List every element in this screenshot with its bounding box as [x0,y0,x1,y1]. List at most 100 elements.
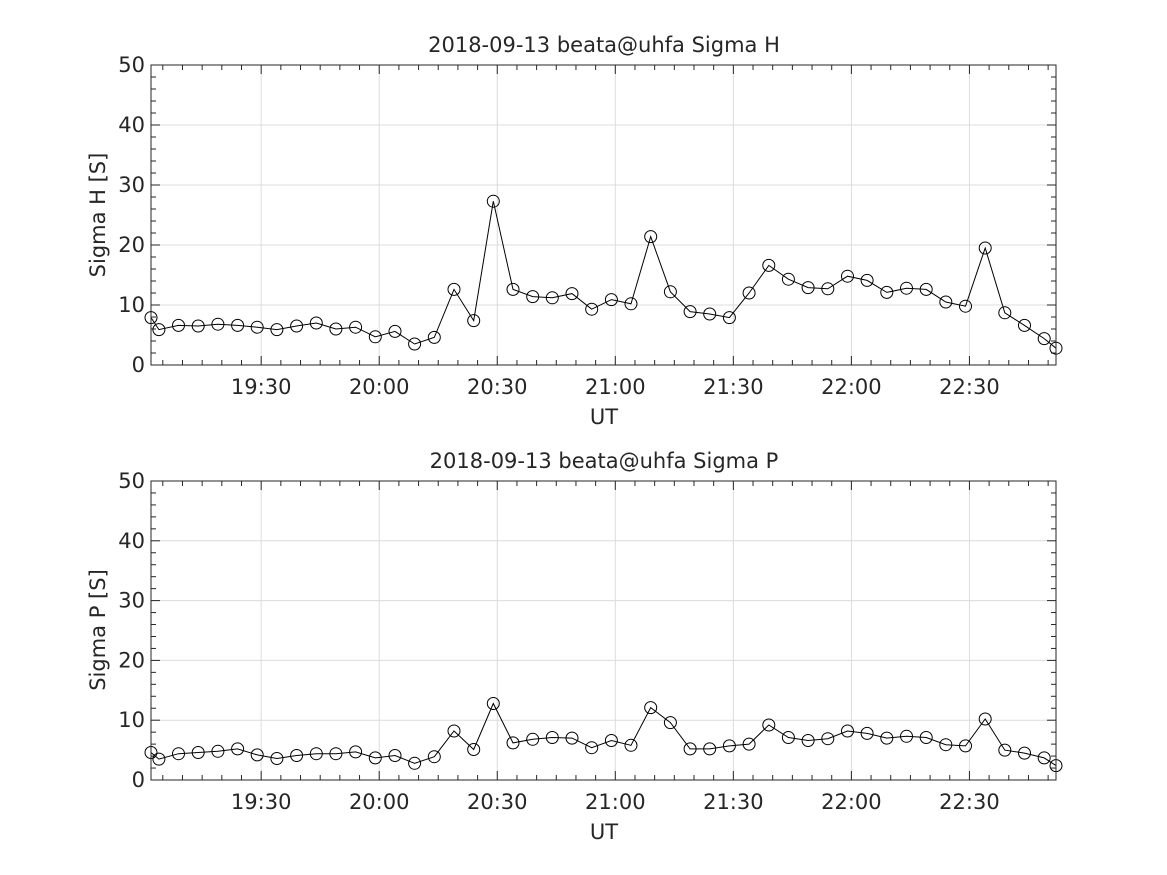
data-point [349,320,363,334]
x-tick-label: 20:30 [467,790,528,814]
data-point [841,724,854,738]
y-tick-label: 40 [118,113,145,137]
data-point [545,291,559,305]
data-point [683,742,697,756]
series-line [150,201,1057,349]
data-point [663,716,677,730]
data-point [644,701,658,715]
x-tick-label: 22:30 [939,790,1000,814]
data-point [329,322,343,336]
data-point [526,732,540,746]
major-ticks [151,480,1056,781]
y-tick-label: 30 [118,589,145,613]
axes-frame [150,64,1057,366]
data-point [309,747,323,761]
data-point [821,282,835,296]
data-point [703,742,717,756]
data-point [860,726,874,740]
data-point [1037,332,1051,346]
data-point [191,319,205,333]
y-tick-label: 50 [118,53,145,77]
y-tick-label: 40 [118,529,145,553]
x-tick-labels: 19:30 20:00 20:30 21:00 21:30 22:00 22:30 [231,790,1000,814]
data-point [821,732,835,746]
data-point [624,738,638,752]
data-point [447,724,461,738]
data-point [349,745,363,759]
data-point [329,747,343,761]
y-tick-label: 50 [118,469,145,493]
x-tick-label: 20:00 [349,375,410,399]
x-tick-label: 22:30 [939,375,1000,399]
x-tick-label: 21:30 [703,790,764,814]
data-point [978,241,992,255]
sigma-h-chart: 2018-09-13 beata@uhfa Sigma H UT Sigma H… [86,33,1063,429]
data-point [841,269,854,283]
data-point [231,318,245,332]
data-point [919,282,933,296]
data-point [722,311,736,325]
data-point [900,729,913,743]
data-point [565,287,579,301]
data-point [742,737,756,751]
data-point [1018,746,1031,760]
y-tick-labels: 0 10 20 30 40 50 [118,469,145,792]
chart-title: 2018-09-13 beata@uhfa Sigma H [428,33,780,57]
data-point [408,756,422,770]
data-point [919,731,933,744]
data-point [624,297,638,311]
data-point [231,742,245,756]
grid [151,65,1056,365]
chart-title: 2018-09-13 beata@uhfa Sigma P [430,449,779,473]
x-tick-label: 21:00 [585,790,646,814]
x-tick-label: 21:30 [703,375,764,399]
data-point [152,323,166,337]
y-axis-label: Sigma H [S] [86,153,110,278]
data-point [270,752,284,765]
data-point [1037,751,1051,765]
series [144,697,1063,773]
x-tick-label: 20:30 [467,375,528,399]
data-point [250,320,264,334]
data-point [722,739,736,753]
data-point [683,305,697,319]
data-point [191,746,205,759]
sigma-p-chart: 2018-09-13 beata@uhfa Sigma P UT Sigma P… [86,449,1063,844]
data-point [250,748,264,762]
data-point [388,324,402,338]
series-line [150,702,1057,767]
data-point [762,718,776,732]
x-tick-labels: 19:30 20:00 20:30 21:00 21:30 22:00 22:30 [231,375,1000,399]
y-tick-label: 0 [132,768,145,792]
data-point [211,744,225,758]
data-point [427,750,441,764]
data-point [427,330,441,344]
data-point [604,734,618,747]
x-tick-label: 19:30 [231,790,292,814]
data-point [959,299,972,313]
x-axis-label: UT [590,405,618,429]
data-point [762,258,776,272]
data-point [801,734,815,747]
data-point [486,697,500,710]
x-tick-label: 19:30 [231,375,292,399]
data-point [939,738,953,752]
data-point [644,230,658,244]
axes-frame [150,480,1057,781]
x-tick-label: 22:00 [821,790,882,814]
x-tick-label: 22:00 [821,375,882,399]
data-point [172,747,185,761]
minor-ticks [151,65,1056,365]
data-point [565,731,579,745]
data-point [998,306,1012,320]
data-point [368,330,382,344]
data-point [880,285,894,299]
data-point [860,273,874,287]
data-point [309,316,323,330]
y-tick-label: 10 [118,708,145,732]
y-tick-label: 0 [132,353,145,377]
data-point [506,282,520,296]
data-point [172,318,185,332]
data-point [585,741,599,755]
